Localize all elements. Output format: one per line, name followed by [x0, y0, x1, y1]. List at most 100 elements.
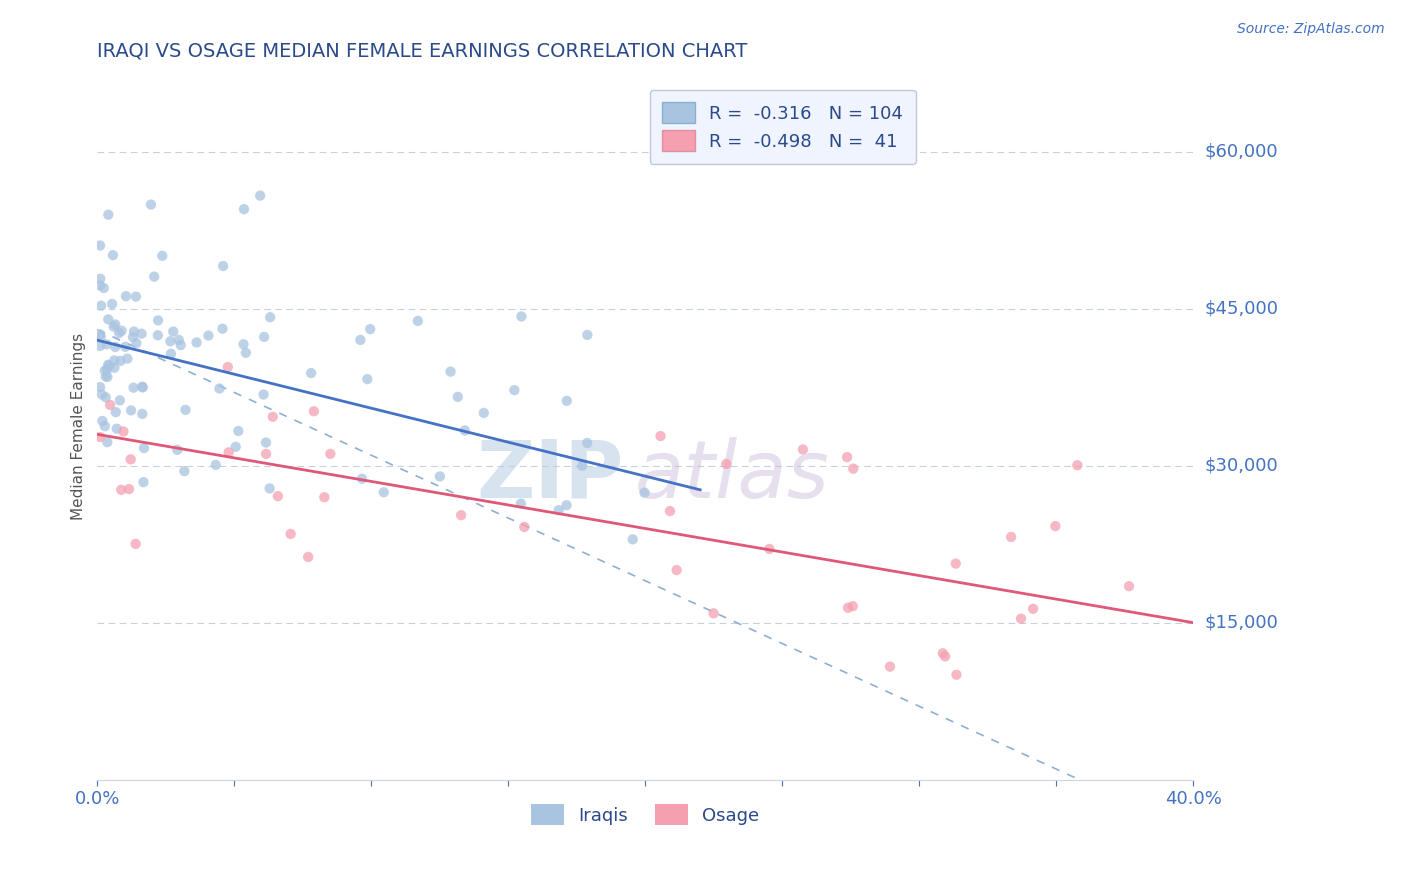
Point — [98, 398, 121, 412]
Point — [1066, 458, 1088, 473]
Point — [159, 334, 181, 349]
Point — [89, 380, 111, 394]
Point — [162, 325, 184, 339]
Point — [299, 366, 322, 380]
Text: Source: ZipAtlas.com: Source: ZipAtlas.com — [1237, 22, 1385, 37]
Point — [571, 458, 593, 473]
Point — [253, 330, 276, 344]
Point — [235, 345, 257, 359]
Point — [945, 667, 967, 681]
Point — [94, 390, 117, 404]
Point — [91, 414, 114, 428]
Text: IRAQI VS OSAGE MEDIAN FEMALE EARNINGS CORRELATION CHART: IRAQI VS OSAGE MEDIAN FEMALE EARNINGS CO… — [97, 42, 748, 61]
Point — [104, 340, 127, 354]
Point — [146, 328, 169, 343]
Point — [406, 314, 429, 328]
Point — [249, 188, 271, 202]
Point — [146, 313, 169, 327]
Point — [125, 290, 148, 304]
Point — [658, 504, 681, 518]
Point — [472, 406, 495, 420]
Text: $45,000: $45,000 — [1205, 300, 1278, 318]
Point — [297, 549, 319, 564]
Point — [143, 269, 166, 284]
Point — [167, 333, 190, 347]
Point — [232, 337, 254, 351]
Point — [447, 390, 470, 404]
Point — [650, 429, 672, 443]
Legend: Iraqis, Osage: Iraqis, Osage — [523, 796, 768, 834]
Point — [576, 327, 599, 342]
Point — [132, 475, 155, 490]
Point — [665, 563, 688, 577]
Point — [89, 339, 111, 353]
Point — [1022, 602, 1045, 616]
Point — [90, 387, 112, 401]
Point — [131, 407, 153, 421]
Point — [204, 458, 226, 472]
Point — [120, 452, 142, 467]
Point — [359, 322, 381, 336]
Point — [139, 197, 162, 211]
Point — [111, 324, 134, 338]
Point — [934, 649, 956, 664]
Point — [98, 359, 121, 373]
Point — [513, 520, 536, 534]
Point — [555, 393, 578, 408]
Point — [110, 483, 132, 497]
Point — [197, 328, 219, 343]
Point — [118, 482, 141, 496]
Point — [314, 490, 336, 504]
Point — [105, 422, 128, 436]
Point — [758, 541, 780, 556]
Point — [254, 435, 277, 450]
Point — [122, 325, 145, 339]
Point — [217, 359, 239, 374]
Point — [108, 393, 131, 408]
Point — [89, 278, 111, 293]
Point — [89, 271, 111, 285]
Point — [96, 435, 118, 450]
Point — [104, 318, 127, 332]
Point — [110, 354, 132, 368]
Text: ZIP: ZIP — [477, 437, 623, 515]
Point — [132, 441, 155, 455]
Point — [356, 372, 378, 386]
Point — [716, 457, 738, 471]
Point — [131, 326, 153, 341]
Text: atlas: atlas — [634, 437, 830, 515]
Point — [90, 330, 112, 344]
Point — [211, 322, 233, 336]
Point — [89, 238, 111, 252]
Point — [252, 387, 274, 401]
Point — [280, 527, 302, 541]
Point — [174, 402, 197, 417]
Point — [835, 450, 858, 464]
Point — [115, 289, 138, 303]
Point — [208, 382, 231, 396]
Text: $30,000: $30,000 — [1205, 457, 1278, 475]
Point — [225, 440, 247, 454]
Point — [932, 646, 955, 660]
Point — [837, 600, 859, 615]
Point — [150, 249, 173, 263]
Point — [621, 533, 644, 547]
Point — [319, 447, 342, 461]
Point — [576, 436, 599, 450]
Point — [262, 409, 284, 424]
Point — [186, 335, 208, 350]
Point — [510, 310, 533, 324]
Point — [302, 404, 325, 418]
Point — [108, 326, 131, 340]
Point — [94, 364, 117, 378]
Point — [89, 430, 111, 444]
Point — [259, 310, 281, 325]
Text: $15,000: $15,000 — [1205, 614, 1278, 632]
Point — [97, 208, 120, 222]
Point — [547, 503, 569, 517]
Point — [212, 259, 235, 273]
Point — [120, 403, 142, 417]
Point — [124, 537, 146, 551]
Point — [450, 508, 472, 523]
Point — [101, 248, 124, 262]
